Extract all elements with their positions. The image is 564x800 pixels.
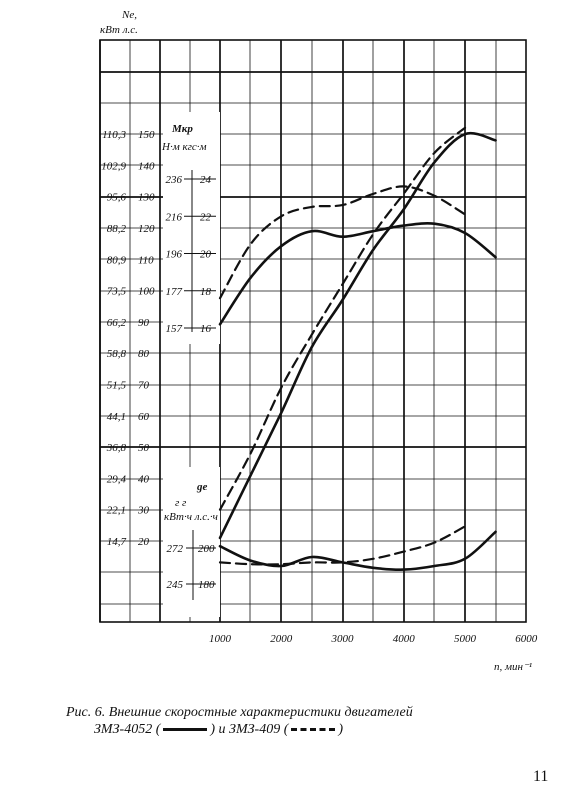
- power-tick-kw: 88,2: [107, 223, 127, 235]
- series-ge-solid: [218, 530, 497, 571]
- x-tick-label: 5000: [454, 633, 477, 645]
- power-tick-hp: 80: [138, 348, 150, 360]
- caption-engine-409: ) и ЗМЗ-409 (: [210, 722, 289, 737]
- power-tick-kw: 66,2: [107, 317, 127, 329]
- power-tick-kw: 22,1: [107, 505, 126, 517]
- power-tick-kw: 14,7: [107, 536, 127, 548]
- power-tick-hp: 100: [138, 286, 155, 298]
- fuel-tick-hph: 180: [198, 579, 215, 591]
- power-axis-units: кВт л.с.: [100, 24, 138, 36]
- fuel-axis-units-bottom: кВт·ч л.с.·ч: [164, 511, 218, 523]
- fuel-axis-units-top: г г: [175, 497, 187, 509]
- power-tick-kw: 95,6: [107, 192, 127, 204]
- power-tick-hp: 150: [138, 129, 155, 141]
- torque-tick-nm: 177: [166, 286, 183, 298]
- torque-tick-nm: 196: [166, 249, 183, 261]
- power-tick-kw: 80,9: [107, 254, 127, 266]
- fuel-tick-kwh: 245: [167, 579, 184, 591]
- torque-axis-title: Mкр: [171, 123, 193, 135]
- power-tick-hp: 130: [138, 192, 155, 204]
- series-Mкр-dashed: [218, 185, 467, 300]
- fuel-tick-hph: 200: [198, 543, 215, 555]
- caption-line-1: Рис. 6. Внешние скоростные характеристик…: [66, 705, 413, 720]
- x-axis-label: n, мин⁻¹: [494, 661, 532, 673]
- x-tick-label: 1000: [209, 633, 232, 645]
- torque-tick-nm: 157: [166, 323, 183, 335]
- series-Ne-solid: [218, 131, 497, 540]
- power-tick-hp: 110: [138, 254, 154, 266]
- power-tick-hp: 20: [138, 536, 150, 548]
- fuel-tick-kwh: 272: [167, 543, 184, 555]
- torque-tick-kgfm: 18: [200, 286, 212, 298]
- figure-caption: Рис. 6. Внешние скоростные характеристик…: [66, 704, 546, 738]
- x-tick-label: 6000: [515, 633, 538, 645]
- series-Ne-dashed: [218, 126, 467, 511]
- fuel-axis-title: ge: [196, 481, 208, 493]
- torque-axis-units: Н·м кгс·м: [161, 141, 207, 153]
- power-tick-hp: 140: [138, 160, 155, 172]
- legend-dashed-line: [291, 728, 336, 732]
- torque-tick-kgfm: 22: [200, 211, 212, 223]
- power-tick-hp: 60: [138, 411, 150, 423]
- caption-line-2: ЗМЗ-4052 ( ) и ЗМЗ-409 (): [66, 721, 546, 738]
- torque-tick-kgfm: 16: [200, 323, 212, 335]
- power-tick-hp: 90: [138, 317, 150, 329]
- power-tick-kw: 51,5: [107, 380, 127, 392]
- caption-engine-4052: ЗМЗ-4052 (: [94, 722, 161, 737]
- series-Mкр-solid: [218, 222, 497, 326]
- page-number: 11: [533, 768, 549, 785]
- power-tick-kw: 102,9: [101, 160, 126, 172]
- torque-tick-nm: 236: [166, 174, 183, 186]
- power-tick-hp: 70: [138, 380, 150, 392]
- x-tick-label: 3000: [331, 633, 355, 645]
- power-tick-kw: 44,1: [107, 411, 126, 423]
- power-tick-hp: 40: [138, 473, 150, 485]
- caption-close: ): [338, 722, 344, 737]
- fuel-scale-panel: [163, 467, 220, 617]
- torque-tick-kgfm: 20: [200, 249, 212, 261]
- chart-scales: 14,7 20 22,1 30 29,4 40 36,8 50 44,1 60 51,5 70 58,8…: [100, 9, 538, 673]
- power-tick-hp: 120: [138, 223, 155, 235]
- power-tick-kw: 29,4: [107, 473, 127, 485]
- power-tick-hp: 30: [137, 505, 150, 517]
- torque-tick-nm: 216: [166, 211, 183, 223]
- power-tick-kw: 36,8: [106, 442, 127, 454]
- legend-solid-line: [163, 728, 208, 732]
- power-tick-kw: 110,3: [102, 129, 126, 141]
- power-axis-title: Ne,: [121, 9, 137, 21]
- series-ge-dashed: [218, 525, 467, 566]
- x-tick-label: 4000: [393, 633, 416, 645]
- engine-characteristics-chart: 14,7 20 22,1 30 29,4 40 36,8 50 44,1 60 51,5 70 58,8…: [99, 9, 538, 673]
- power-tick-hp: 50: [138, 442, 150, 454]
- x-tick-label: 2000: [270, 633, 293, 645]
- power-tick-kw: 73,5: [107, 286, 127, 298]
- power-tick-kw: 58,8: [107, 348, 127, 360]
- chart-curves: [218, 126, 497, 571]
- torque-tick-kgfm: 24: [200, 174, 212, 186]
